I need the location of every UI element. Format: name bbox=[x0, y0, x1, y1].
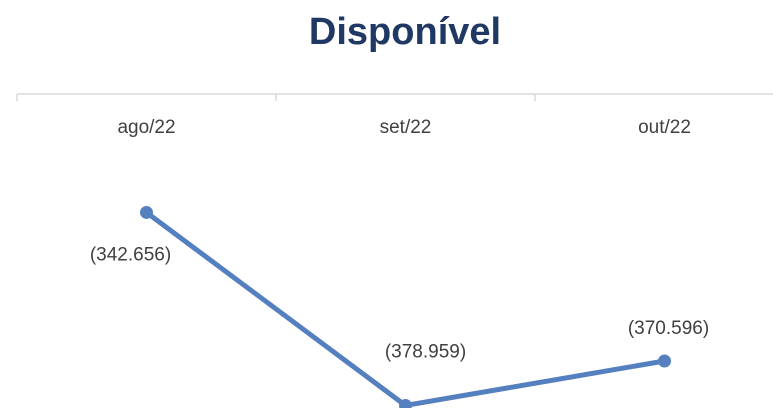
point bbox=[140, 205, 153, 219]
line bbox=[145, 210, 665, 408]
data-label: (378.959) bbox=[385, 341, 466, 362]
data-label: (342.656) bbox=[90, 244, 171, 265]
chart-title: Disponível bbox=[309, 11, 501, 53]
x-tick-label: set/22 bbox=[380, 117, 432, 138]
x-tick-label: out/22 bbox=[638, 117, 691, 138]
data-label: (370.596) bbox=[628, 318, 709, 339]
point bbox=[399, 398, 412, 408]
x-tick-label: ago/22 bbox=[117, 117, 175, 138]
point bbox=[658, 354, 671, 368]
